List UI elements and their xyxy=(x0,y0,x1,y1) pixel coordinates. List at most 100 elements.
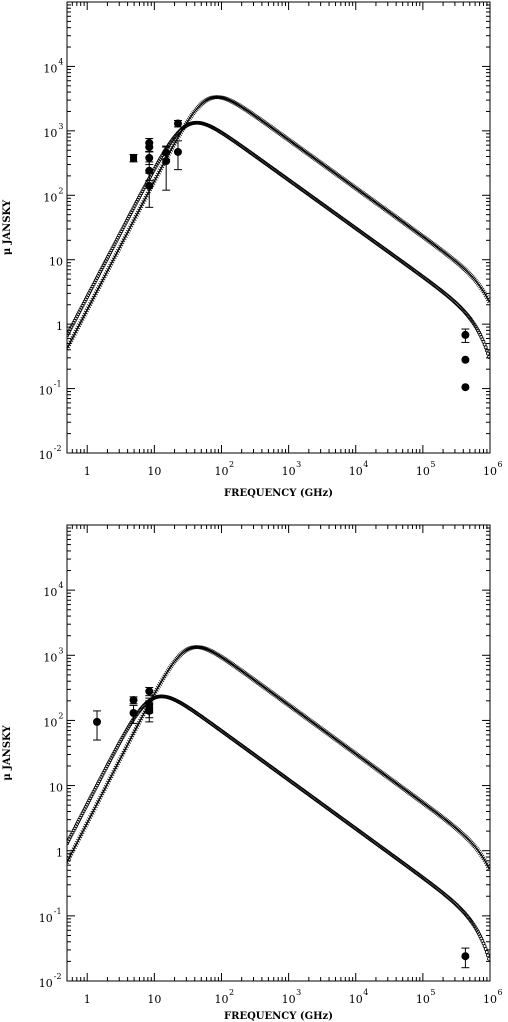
model-marker-x xyxy=(97,797,102,802)
model-marker-x xyxy=(227,98,232,103)
model-marker-x xyxy=(139,204,144,209)
model-marker-x xyxy=(67,348,69,351)
y-tick-label: 10 xyxy=(43,127,57,140)
model-marker-x xyxy=(93,291,98,296)
model-marker-x xyxy=(108,776,113,781)
model-marker-x xyxy=(67,860,69,863)
model-marker-x xyxy=(153,689,158,694)
x-tick-label: 10 xyxy=(214,465,228,478)
model-marker-x xyxy=(154,687,159,692)
model-marker-x xyxy=(169,147,174,152)
model-marker-x xyxy=(103,784,108,789)
model-marker-x xyxy=(114,763,119,768)
model-marker-x xyxy=(161,676,166,681)
model-marker-x xyxy=(67,861,69,865)
model-marker-x xyxy=(487,866,490,871)
model-marker-x xyxy=(144,193,149,198)
x-tick-label-exponent: 3 xyxy=(296,460,301,469)
model-marker-x xyxy=(160,678,165,683)
model-marker-x xyxy=(90,810,95,815)
y-tick-label-exponent: -2 xyxy=(54,444,62,453)
model-marker-x xyxy=(152,178,157,183)
model-marker-x xyxy=(70,849,75,854)
model-marker-x xyxy=(70,336,75,340)
model-marker-x xyxy=(118,757,123,762)
y-tick-label: 1 xyxy=(56,320,63,333)
model-marker-o xyxy=(67,841,69,846)
model-marker-x xyxy=(123,746,128,751)
model-marker-x xyxy=(92,806,97,811)
x-tick-label-exponent: 3 xyxy=(296,988,301,997)
model-marker-x xyxy=(140,714,145,719)
x-tick-label: 10 xyxy=(147,465,161,478)
model-marker-x xyxy=(108,263,113,268)
model-marker-x xyxy=(79,319,84,323)
model-marker-x xyxy=(132,729,137,734)
model-marker-o xyxy=(487,355,490,359)
model-marker-x xyxy=(87,817,92,822)
model-curves xyxy=(67,95,490,359)
data-point xyxy=(129,709,138,718)
model-marker-x xyxy=(483,860,488,865)
model-marker-x xyxy=(199,645,204,650)
model-marker-x xyxy=(130,221,135,226)
data-point xyxy=(145,181,154,190)
y-tick-label: 10 xyxy=(39,977,53,990)
y-tick-label-exponent: -1 xyxy=(54,907,62,916)
data-point xyxy=(162,157,171,166)
y-tick-label: 10 xyxy=(39,449,53,462)
model-marker-x xyxy=(112,255,117,260)
model-marker-x xyxy=(127,739,132,744)
model-marker-x xyxy=(223,96,228,101)
model-marker-x xyxy=(187,646,192,651)
model-marker-x xyxy=(67,344,71,349)
model-marker-x xyxy=(80,316,85,321)
model-marker-x xyxy=(122,748,127,753)
model-marker-x xyxy=(73,843,78,847)
model-marker-x xyxy=(79,832,84,837)
model-marker-x xyxy=(139,716,144,721)
model-marker-x xyxy=(103,272,108,277)
x-tick-label: 10 xyxy=(214,993,228,1006)
model-marker-x xyxy=(100,278,105,283)
data-point xyxy=(173,119,182,128)
data-point xyxy=(461,355,470,364)
data-points xyxy=(129,119,470,392)
chart-panel-1: 1 10 10210310410510610-210-1110102103104FR… xyxy=(2,1,503,499)
model-marker-x xyxy=(102,274,107,279)
model-marker-x xyxy=(88,302,93,306)
model-marker-x xyxy=(123,233,128,238)
model-marker-x xyxy=(137,208,141,213)
model-marker-x xyxy=(129,223,134,228)
model-marker-x xyxy=(159,166,164,171)
model-marker-x xyxy=(171,143,176,148)
model-marker-x xyxy=(120,240,125,245)
model-marker-x xyxy=(156,170,161,175)
model-marker-x xyxy=(82,825,87,830)
y-tick-label: 1 xyxy=(56,847,63,860)
x-tick-label-exponent: 5 xyxy=(430,988,435,997)
model-marker-x xyxy=(133,727,138,732)
model-marker-o xyxy=(486,953,490,958)
model-marker-x xyxy=(84,308,89,313)
model-marker-x xyxy=(121,238,126,243)
model-marker-x xyxy=(113,765,118,770)
model-marker-x xyxy=(176,133,181,138)
model-marker-x xyxy=(204,647,209,652)
model-marker-x xyxy=(98,282,103,287)
model-marker-x xyxy=(158,681,163,686)
model-marker-x xyxy=(67,855,72,860)
model-marker-x xyxy=(109,261,114,266)
model-marker-x xyxy=(155,685,160,690)
model-marker-x xyxy=(137,720,141,725)
model-marker-x xyxy=(68,340,73,345)
model-marker-o xyxy=(483,947,488,951)
model-marker-x xyxy=(138,718,143,723)
model-marker-x xyxy=(97,284,102,289)
model-marker-x xyxy=(125,229,130,234)
model-marker-x xyxy=(107,778,112,783)
model-marker-x xyxy=(138,206,143,211)
model-marker-x xyxy=(185,647,190,652)
x-tick-label: 1 xyxy=(84,465,91,478)
